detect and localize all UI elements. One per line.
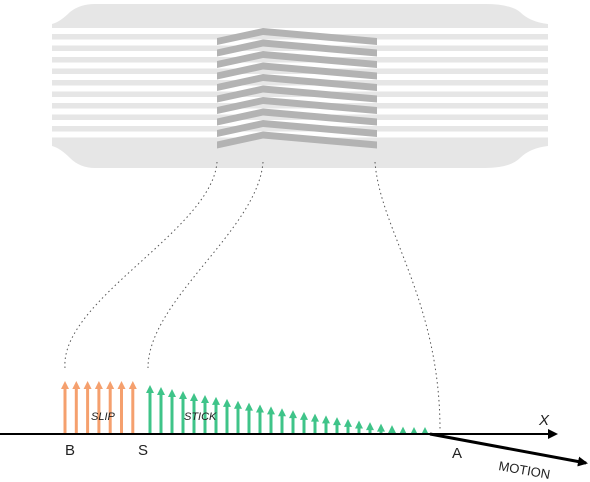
body-stripe — [52, 131, 548, 138]
body-stripe — [52, 39, 548, 46]
guide-line-s — [147, 161, 264, 369]
body-stripes — [52, 28, 548, 138]
stick-arrow-head — [322, 415, 330, 424]
body-stripe — [52, 120, 548, 126]
tread-chevron — [217, 108, 377, 126]
x-axis-label: X — [538, 412, 550, 429]
slip-arrow-head — [61, 381, 69, 389]
slip-label: SLIP — [91, 411, 116, 423]
tread-chevron — [217, 131, 377, 149]
stick-arrow-head — [190, 392, 198, 401]
tread-pattern — [217, 28, 377, 149]
stick-arrow-head — [179, 391, 187, 400]
stick-arrow-head — [388, 425, 396, 434]
guide-line-b — [64, 161, 218, 369]
stick-arrows — [146, 385, 429, 435]
body-stripe — [52, 28, 548, 34]
tread-chevron — [217, 85, 377, 103]
stick-arrow-head — [201, 394, 209, 403]
slip-arrows — [61, 381, 137, 433]
stick-arrow-head — [212, 396, 220, 405]
stick-arrow-head — [366, 422, 374, 431]
point-s-label: S — [138, 442, 148, 459]
slip-arrow-head — [94, 381, 103, 389]
stick-arrow-head — [245, 402, 253, 411]
point-b-label: B — [65, 442, 75, 459]
motion-label: MOTION — [497, 458, 551, 482]
body-stripe — [52, 85, 548, 92]
tread-chevron — [217, 120, 377, 137]
stick-arrow-head — [267, 406, 275, 415]
slip-arrow-head — [83, 381, 92, 389]
stick-arrow-head — [223, 398, 231, 407]
stick-label: STICK — [184, 411, 217, 423]
stick-arrow-head — [377, 423, 385, 432]
stick-arrow-head — [333, 417, 341, 426]
stick-arrow-head — [168, 389, 176, 398]
slip-arrow-head — [128, 381, 137, 389]
tread-chevron — [217, 28, 377, 45]
stick-arrow-head — [278, 408, 286, 417]
slip-arrow-head — [117, 381, 126, 389]
body-stripe — [52, 74, 548, 80]
tread-chevron — [217, 74, 377, 91]
stick-arrow-head — [256, 404, 264, 413]
body-stripe — [52, 62, 548, 69]
stick-arrow-head — [157, 387, 165, 396]
body-stripe — [52, 97, 548, 103]
slip-arrow-head — [72, 381, 81, 389]
point-a-label: A — [452, 445, 462, 462]
stick-arrow-head — [300, 411, 308, 420]
stick-arrow-head — [289, 410, 297, 419]
stick-arrow-head — [234, 400, 242, 409]
stick-arrow-head — [344, 418, 352, 427]
stick-arrow-head — [146, 385, 154, 393]
stick-arrow-head — [311, 413, 319, 422]
body-stripe — [52, 108, 548, 115]
tread-chevron — [217, 51, 377, 68]
slip-arrow-head — [106, 381, 115, 389]
tread-chevron — [217, 62, 377, 80]
tread-chevron — [217, 97, 377, 114]
stick-arrow-head — [399, 426, 407, 435]
stick-arrow-head — [355, 420, 363, 429]
body-stripe — [52, 51, 548, 57]
guide-line-a — [374, 161, 441, 431]
tread-chevron — [217, 39, 377, 57]
motion-arrow — [429, 432, 588, 467]
